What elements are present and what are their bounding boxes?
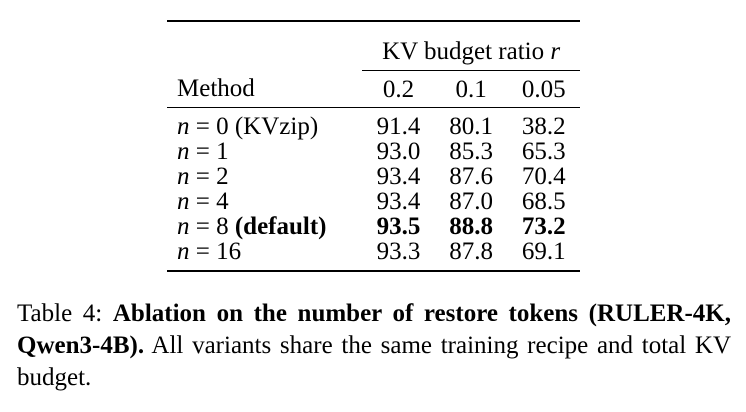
table-caption: Table 4: Ablation on the number of resto… — [17, 298, 731, 394]
method-variable: n — [177, 213, 190, 240]
caption-label: Table 4: — [17, 300, 103, 327]
header-row-group: KV budget ratio r — [167, 21, 580, 71]
value-cell: 38.2 — [521, 113, 566, 140]
method-cell: n = 2 — [167, 164, 362, 189]
method-cell: n = 0 (KVzip) — [167, 108, 362, 140]
value-cell: 93.3 — [376, 238, 421, 265]
method-note: (default) — [228, 213, 327, 240]
value-cell: 69.1 — [521, 238, 566, 265]
value-cell: 87.8 — [449, 238, 493, 265]
ablation-table: KV budget ratio r Method 0.2 0.1 0.05 n … — [167, 20, 580, 272]
header-row-columns: Method 0.2 0.1 0.05 — [167, 71, 580, 108]
value-cell: 93.0 — [376, 138, 421, 165]
method-equation: = 2 — [189, 163, 229, 190]
method-equation: = 8 — [189, 213, 229, 240]
method-header: Method — [177, 75, 255, 103]
value-cell: 85.3 — [449, 138, 493, 165]
method-note: (KVzip) — [228, 113, 319, 140]
value-cell: 68.5 — [521, 188, 566, 215]
table-row: n = 4 93.4 87.0 68.5 — [167, 189, 580, 214]
table-body: n = 0 (KVzip) 91.4 80.1 38.2 n = 1 93.0 85.3 65… — [167, 107, 580, 271]
value-cell: 70.4 — [521, 163, 566, 190]
method-variable: n — [177, 138, 190, 165]
value-cell: 88.8 — [449, 213, 493, 240]
ratio-header-0: 0.2 — [382, 75, 415, 103]
value-cell: 93.5 — [376, 213, 421, 240]
value-cell: 87.6 — [449, 163, 493, 190]
value-cell: 73.2 — [521, 213, 566, 240]
table-row: n = 16 93.3 87.8 69.1 — [167, 239, 580, 271]
value-cell: 93.4 — [376, 163, 421, 190]
method-equation: = 16 — [189, 238, 242, 265]
ratio-header-1: 0.1 — [455, 75, 487, 103]
table-row: n = 8 (default) 93.5 88.8 73.2 — [167, 214, 580, 239]
results-table-container: KV budget ratio r Method 0.2 0.1 0.05 n … — [167, 20, 580, 272]
caption-text: All variants share the same training rec… — [17, 332, 732, 391]
value-cell: 65.3 — [521, 138, 566, 165]
method-variable: n — [177, 188, 190, 215]
ratio-symbol: r — [550, 38, 561, 65]
method-cell: n = 8 (default) — [167, 214, 362, 239]
value-cell: 91.4 — [376, 113, 421, 140]
ratio-header-2: 0.05 — [521, 75, 566, 103]
method-equation: = 0 — [189, 113, 229, 140]
caption-title: Ablation on the number of restore tokens… — [17, 300, 731, 359]
table-row: n = 0 (KVzip) 91.4 80.1 38.2 — [167, 108, 580, 140]
method-variable: n — [177, 113, 190, 140]
method-equation: = 1 — [189, 138, 229, 165]
method-equation: = 4 — [189, 188, 229, 215]
value-cell: 80.1 — [449, 113, 493, 140]
method-cell: n = 1 — [167, 139, 362, 164]
method-cell: n = 16 — [167, 239, 362, 271]
method-cell: n = 4 — [167, 189, 362, 214]
value-cell: 87.0 — [449, 188, 493, 215]
table-row: n = 2 93.4 87.6 70.4 — [167, 164, 580, 189]
method-variable: n — [177, 163, 190, 190]
method-variable: n — [177, 238, 190, 265]
table-row: n = 1 93.0 85.3 65.3 — [167, 139, 580, 164]
kv-budget-header: KV budget ratio r — [362, 21, 580, 71]
value-cell: 93.4 — [376, 188, 421, 215]
